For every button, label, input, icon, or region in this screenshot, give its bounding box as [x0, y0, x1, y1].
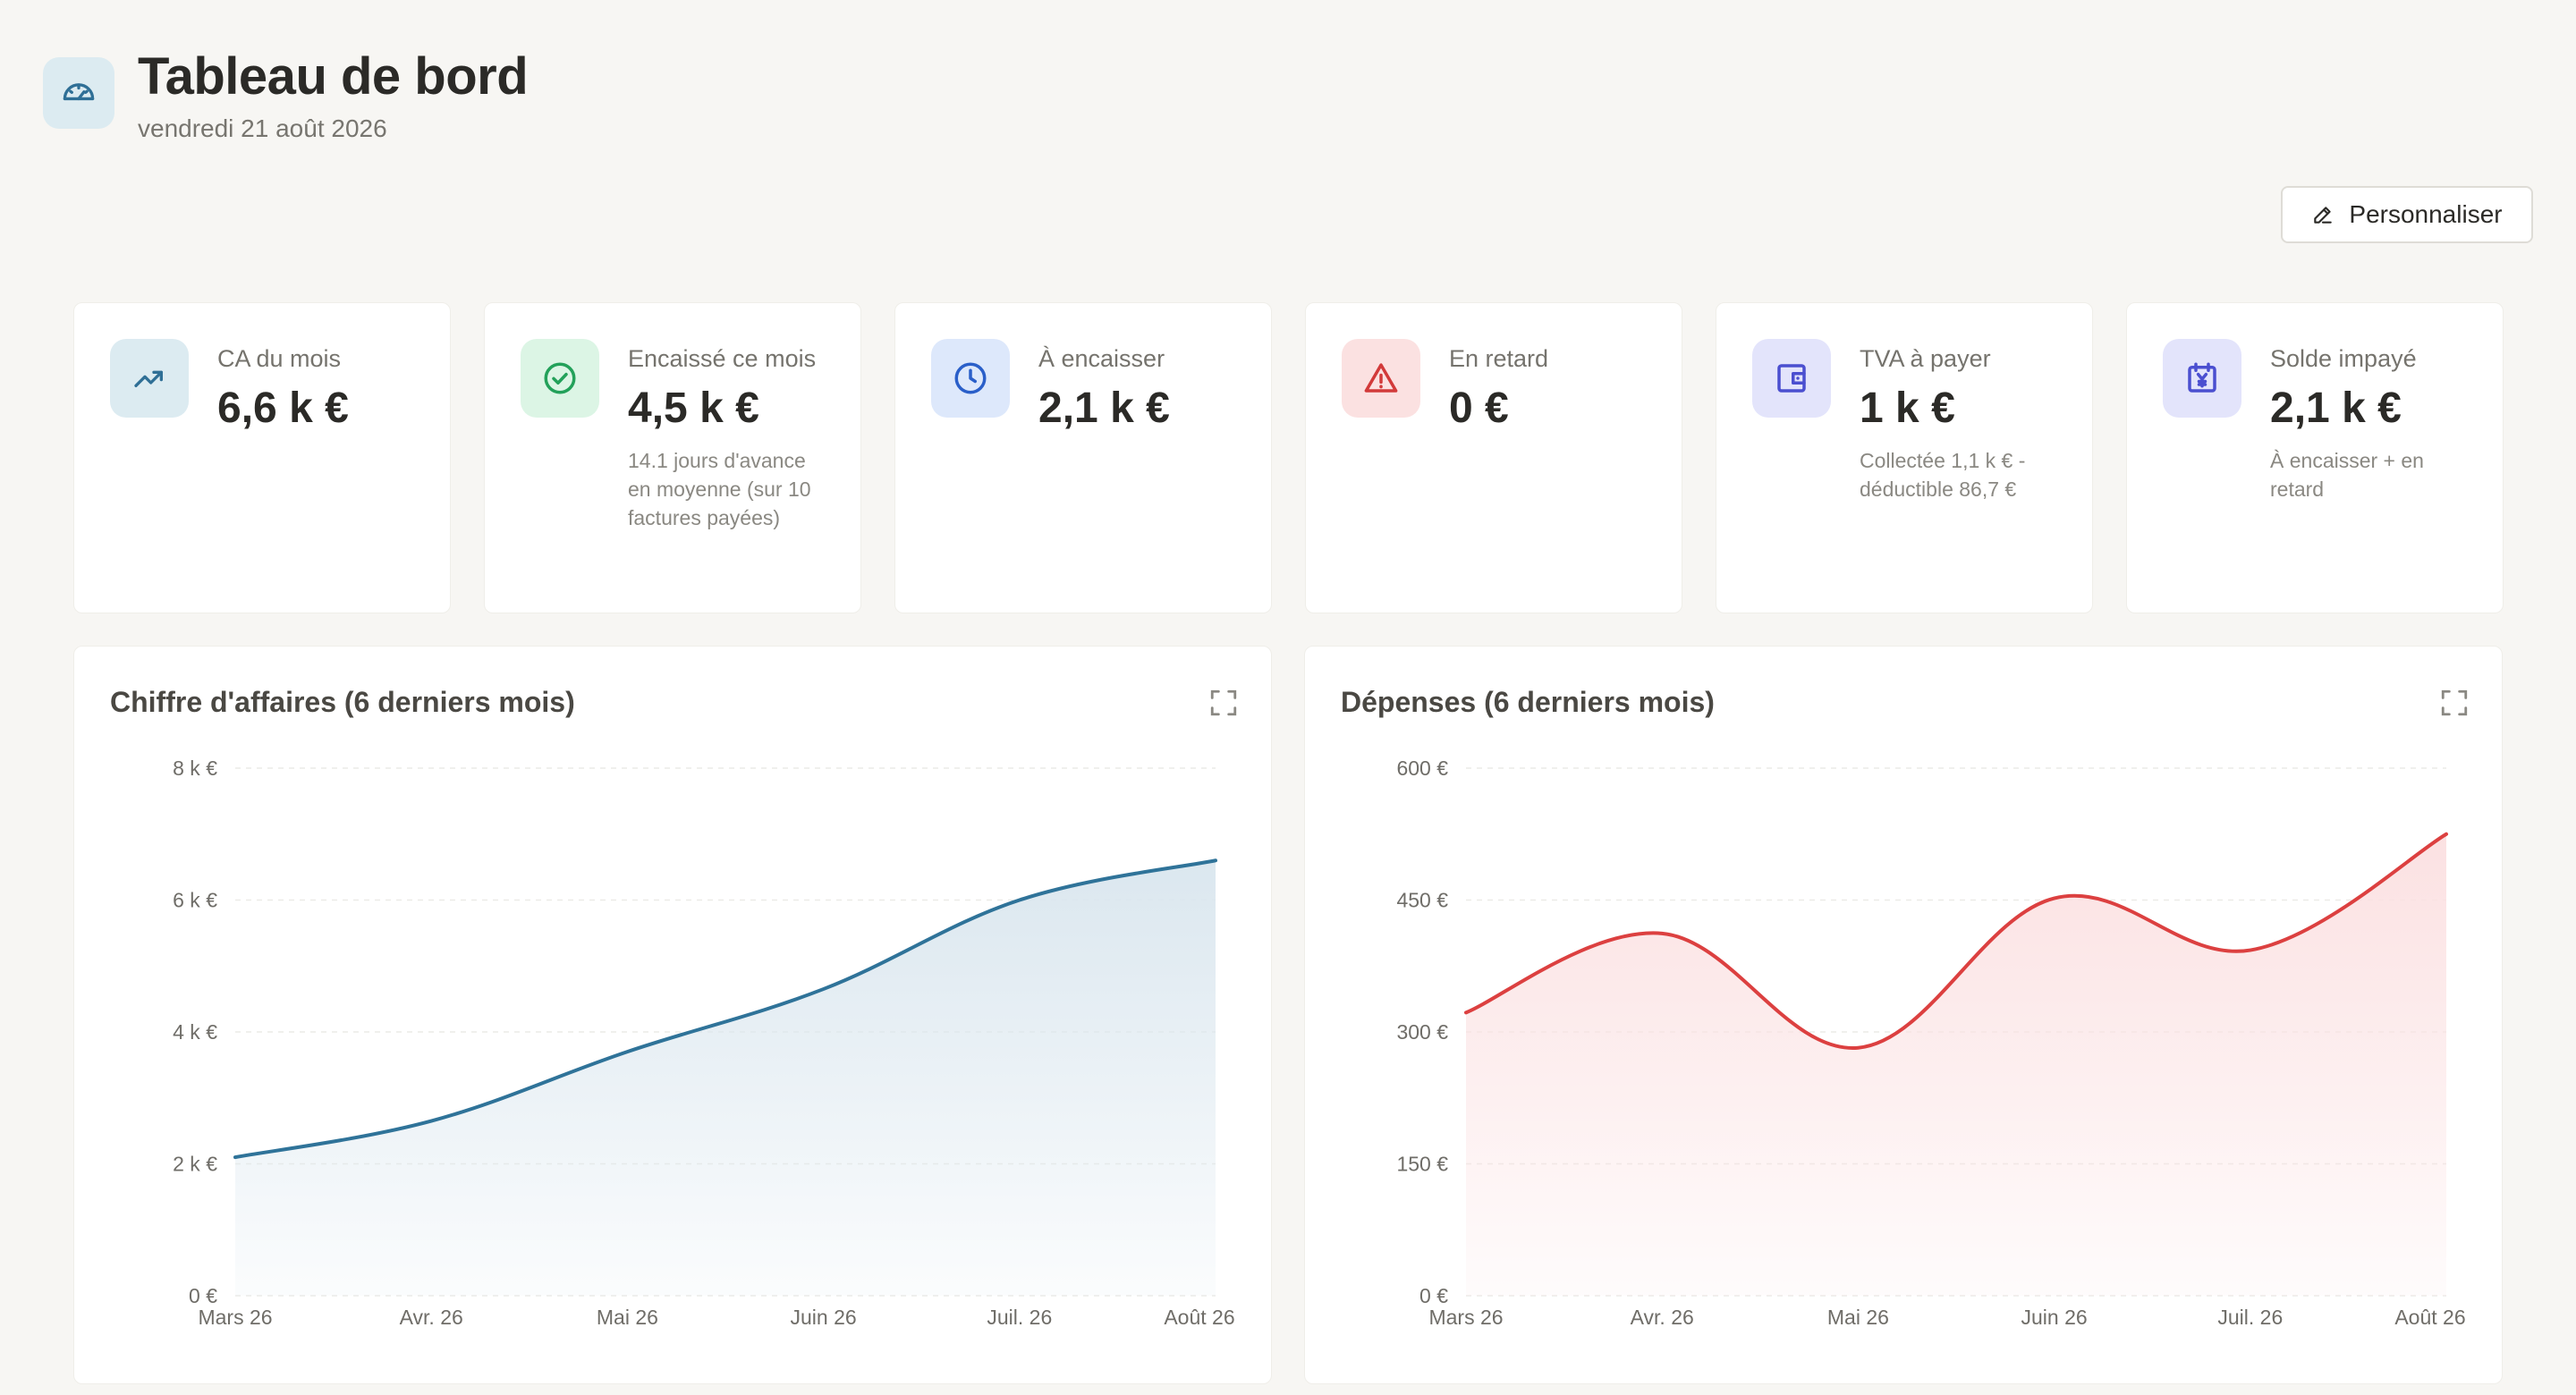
y-tick-label: 6 k € [173, 889, 217, 912]
data-point[interactable] [2434, 822, 2459, 847]
x-tick-label: Mai 26 [597, 1306, 658, 1329]
kpi-card-encaisse[interactable]: Encaissé ce mois 4,5 k € 14.1 jours d'av… [484, 302, 861, 613]
x-tick-label: Août 26 [1164, 1306, 1234, 1329]
data-point[interactable] [2042, 886, 2067, 911]
y-tick-label: 600 € [1396, 757, 1448, 780]
x-tick-label: Mars 26 [198, 1306, 272, 1329]
trending-up-icon [110, 339, 189, 418]
check-circle-icon [521, 339, 599, 418]
clock-icon [931, 339, 1010, 418]
kpi-card-ca[interactable]: CA du mois 6,6 k € [73, 302, 451, 613]
data-point[interactable] [811, 976, 836, 1002]
data-point[interactable] [1453, 1000, 1479, 1025]
kpi-subtext: 14.1 jours d'avance en moyenne (sur 10 f… [628, 449, 811, 529]
y-tick-label: 4 k € [173, 1020, 217, 1044]
y-tick-label: 0 € [189, 1284, 217, 1307]
expenses-chart: 0 € 150 € 300 € 450 € 600 € Mars 26 Avr. 26 Mai… [1396, 757, 2465, 1329]
expand-icon[interactable] [2439, 688, 2470, 718]
revenue-chart-panel: Chiffre d'affaires (6 derniers mois) 0 €… [73, 646, 1272, 1384]
x-tick-label: Avr. 26 [1631, 1306, 1694, 1329]
y-tick-label: 8 k € [173, 757, 217, 780]
x-tick-label: Août 26 [2394, 1306, 2465, 1329]
kpi-subtext: À encaisser + en retard [2270, 449, 2424, 501]
x-tick-label: Juin 26 [2021, 1306, 2088, 1329]
kpi-subtext: Collectée 1,1 k € - déductible 86,7 € [1860, 449, 2026, 501]
series-area [1466, 833, 2446, 1296]
y-tick-label: 450 € [1396, 889, 1448, 912]
series-line [233, 858, 1217, 1160]
kpi-label: Solde impayé [2270, 345, 2417, 372]
warning-icon [1342, 339, 1420, 418]
kpi-row: CA du mois 6,6 k € Encaissé ce mois 4,5 … [73, 302, 2504, 613]
kpi-value: 1 k € [1860, 385, 1955, 432]
y-tick-label: 2 k € [173, 1153, 217, 1176]
x-tick-label: Mai 26 [1827, 1306, 1889, 1329]
personalize-button[interactable]: Personnaliser [2281, 186, 2533, 243]
kpi-label: En retard [1449, 345, 1549, 372]
gauge-icon [43, 57, 114, 129]
kpi-label: CA du mois [217, 345, 342, 372]
page-date: vendredi 21 août 2026 [138, 114, 387, 142]
kpi-card-solde-impaye[interactable]: Solde impayé 2,1 k € À encaisser + en re… [2126, 302, 2504, 613]
wallet-icon [1752, 339, 1831, 418]
kpi-value: 0 € [1449, 385, 1509, 432]
data-point[interactable] [2238, 938, 2263, 963]
page-title: Tableau de bord [138, 47, 529, 106]
data-point[interactable] [1203, 848, 1228, 873]
revenue-chart: 0 € 2 k € 4 k € 6 k € 8 k € Mars 26 Avr. 26 Mai… [173, 757, 1235, 1329]
y-tick-label: 300 € [1396, 1020, 1448, 1044]
x-tick-label: Juil. 26 [987, 1306, 1052, 1329]
y-tick-label: 150 € [1396, 1153, 1448, 1176]
x-tick-label: Juil. 26 [2217, 1306, 2283, 1329]
data-point[interactable] [1649, 921, 1674, 946]
chart-title: Chiffre d'affaires (6 derniers mois) [110, 686, 575, 718]
chart-title: Dépenses (6 derniers mois) [1341, 686, 1715, 718]
data-point[interactable] [419, 1109, 444, 1134]
expand-icon[interactable] [1208, 688, 1239, 718]
series-area [235, 860, 1216, 1296]
kpi-card-en-retard[interactable]: En retard 0 € [1305, 302, 1682, 613]
kpi-value: 4,5 k € [628, 385, 759, 432]
series-line [1464, 832, 2448, 1050]
y-tick-label: 0 € [1419, 1284, 1448, 1307]
data-point[interactable] [223, 1145, 248, 1170]
page-header: Tableau de bord vendredi 21 août 2026 [43, 46, 529, 143]
kpi-value: 2,1 k € [2270, 385, 2402, 432]
data-point[interactable] [1007, 888, 1032, 913]
expenses-chart-panel: Dépenses (6 derniers mois) 0 € 150 € 300 €… [1304, 646, 2503, 1384]
calendar-yen-icon [2163, 339, 2241, 418]
x-tick-label: Avr. 26 [400, 1306, 463, 1329]
x-tick-label: Juin 26 [791, 1306, 857, 1329]
pencil-icon [2314, 207, 2333, 224]
kpi-card-a-encaisser[interactable]: À encaisser 2,1 k € [894, 302, 1272, 613]
kpi-card-tva[interactable]: TVA à payer 1 k € Collectée 1,1 k € - dé… [1716, 302, 2093, 613]
kpi-label: Encaissé ce mois [628, 345, 817, 372]
kpi-value: 6,6 k € [217, 385, 349, 432]
data-point[interactable] [614, 1039, 640, 1064]
kpi-label: TVA à payer [1860, 345, 1991, 372]
kpi-value: 2,1 k € [1038, 385, 1170, 432]
kpi-label: À encaisser [1038, 345, 1165, 372]
x-tick-label: Mars 26 [1428, 1306, 1503, 1329]
personalize-label: Personnaliser [2349, 200, 2503, 228]
data-point[interactable] [1845, 1036, 1870, 1061]
